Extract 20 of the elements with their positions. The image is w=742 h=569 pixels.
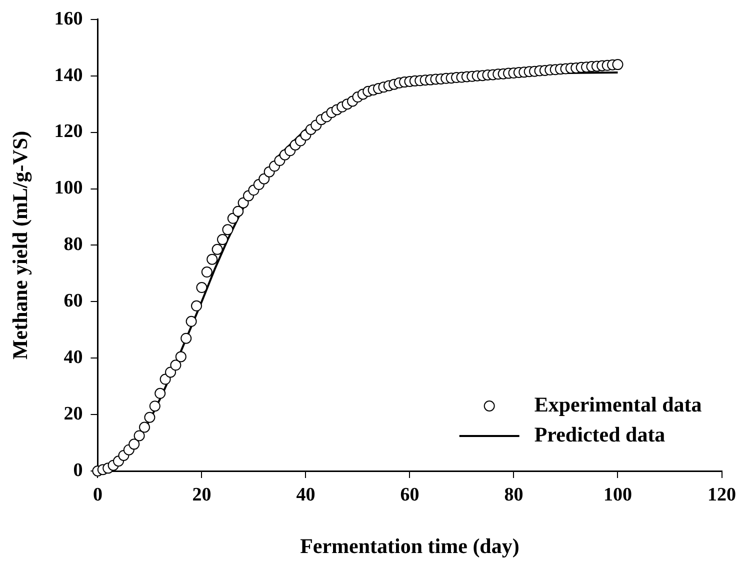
- x-tick-label: 120: [708, 484, 736, 506]
- y-tick-label: 120: [54, 121, 83, 142]
- legend-label: Predicted data: [534, 422, 666, 446]
- y-axis-title: Methane yield (mL/g-VS): [8, 130, 32, 360]
- y-tick-label: 100: [54, 178, 83, 199]
- x-tick-label: 40: [296, 484, 316, 506]
- x-tick-label: 100: [603, 484, 632, 506]
- x-tick-label: 20: [192, 484, 212, 506]
- y-tick-label: 0: [73, 460, 83, 481]
- y-tick-label: 140: [54, 64, 83, 86]
- x-axis-title: Fermentation time (day): [300, 534, 520, 558]
- y-tick-label: 80: [64, 234, 83, 256]
- y-tick-label: 20: [64, 403, 83, 424]
- x-tick-label: 60: [400, 484, 420, 506]
- legend-label: Experimental data: [534, 392, 702, 416]
- y-tick-label: 40: [64, 347, 83, 368]
- y-tick-label: 160: [54, 8, 83, 30]
- y-tick-label: 60: [64, 290, 83, 312]
- x-tick-label: 0: [92, 484, 102, 506]
- x-tick-label: 80: [504, 484, 524, 506]
